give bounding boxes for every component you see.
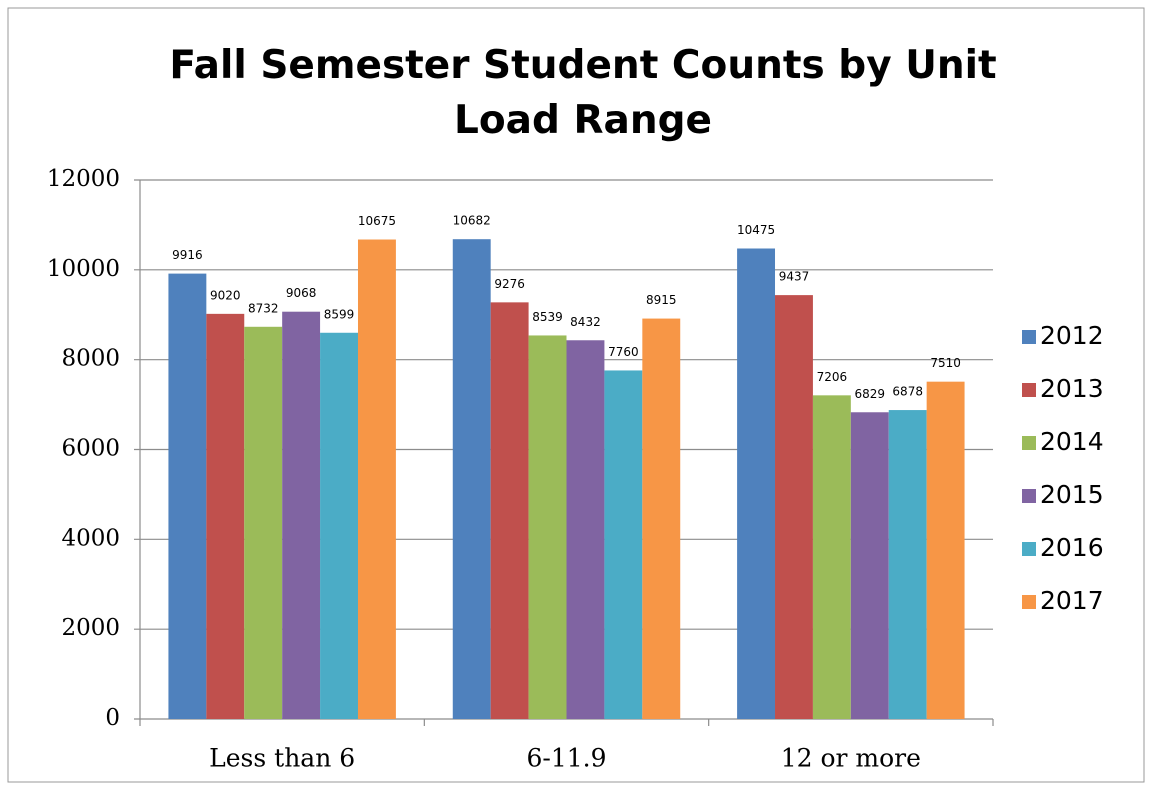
data-label: 8732 [248,301,279,315]
bar [737,248,776,719]
bar [490,302,529,719]
legend-swatch [1022,489,1036,503]
legend-label: 2013 [1040,374,1104,403]
data-label: 8539 [532,310,563,324]
bar [357,239,396,719]
bar [604,370,643,719]
bar [206,313,245,719]
legend-swatch [1022,436,1036,450]
x-tick-label: 12 or more [781,744,921,773]
data-label: 6878 [892,385,923,399]
legend-swatch [1022,330,1036,344]
legend-swatch [1022,595,1036,609]
bar [320,332,358,719]
data-label: 7206 [817,370,848,384]
data-label: 9276 [494,277,525,291]
legend-label: 2012 [1040,321,1104,350]
y-tick-label: 0 [105,705,120,731]
y-tick-label: 12000 [47,166,120,192]
x-tick-label: 6-11.9 [526,744,606,773]
y-tick-label: 8000 [61,346,120,372]
data-label: 8599 [324,307,355,321]
data-label: 10675 [358,214,396,228]
legend-swatch [1022,383,1036,397]
bar [566,340,605,719]
data-label: 7760 [608,345,639,359]
bar [850,412,889,719]
data-label: 9437 [779,270,810,284]
data-label: 10475 [737,223,775,237]
bar [888,410,927,719]
data-label: 9020 [210,288,241,302]
bar [642,318,681,719]
data-label: 8915 [646,293,677,307]
legend-swatch [1022,542,1036,556]
data-label: 7510 [930,356,961,370]
chart-border [7,7,1145,783]
y-tick-label: 4000 [61,525,120,551]
y-tick-label: 10000 [47,256,120,282]
legend-label: 2016 [1040,533,1104,562]
chart-title: Fall Semester Student Counts by Unit Loa… [169,43,997,143]
bar [244,326,283,719]
legend-label: 2014 [1040,427,1104,456]
legend-label: 2017 [1040,586,1104,615]
y-tick-label: 2000 [61,615,120,641]
legend-label: 2015 [1040,480,1104,509]
bar [452,239,491,719]
data-label: 6829 [855,387,886,401]
x-tick-label: Less than 6 [209,744,355,773]
data-label: 9916 [172,248,203,262]
bar [168,273,207,719]
data-label: 10682 [453,214,491,228]
bar [926,381,965,719]
bar [282,311,321,719]
data-label: 8432 [570,315,601,329]
data-label: 9068 [286,286,317,300]
bar [528,335,567,719]
y-tick-label: 6000 [61,436,120,462]
bar [812,395,851,719]
bar [775,295,813,719]
